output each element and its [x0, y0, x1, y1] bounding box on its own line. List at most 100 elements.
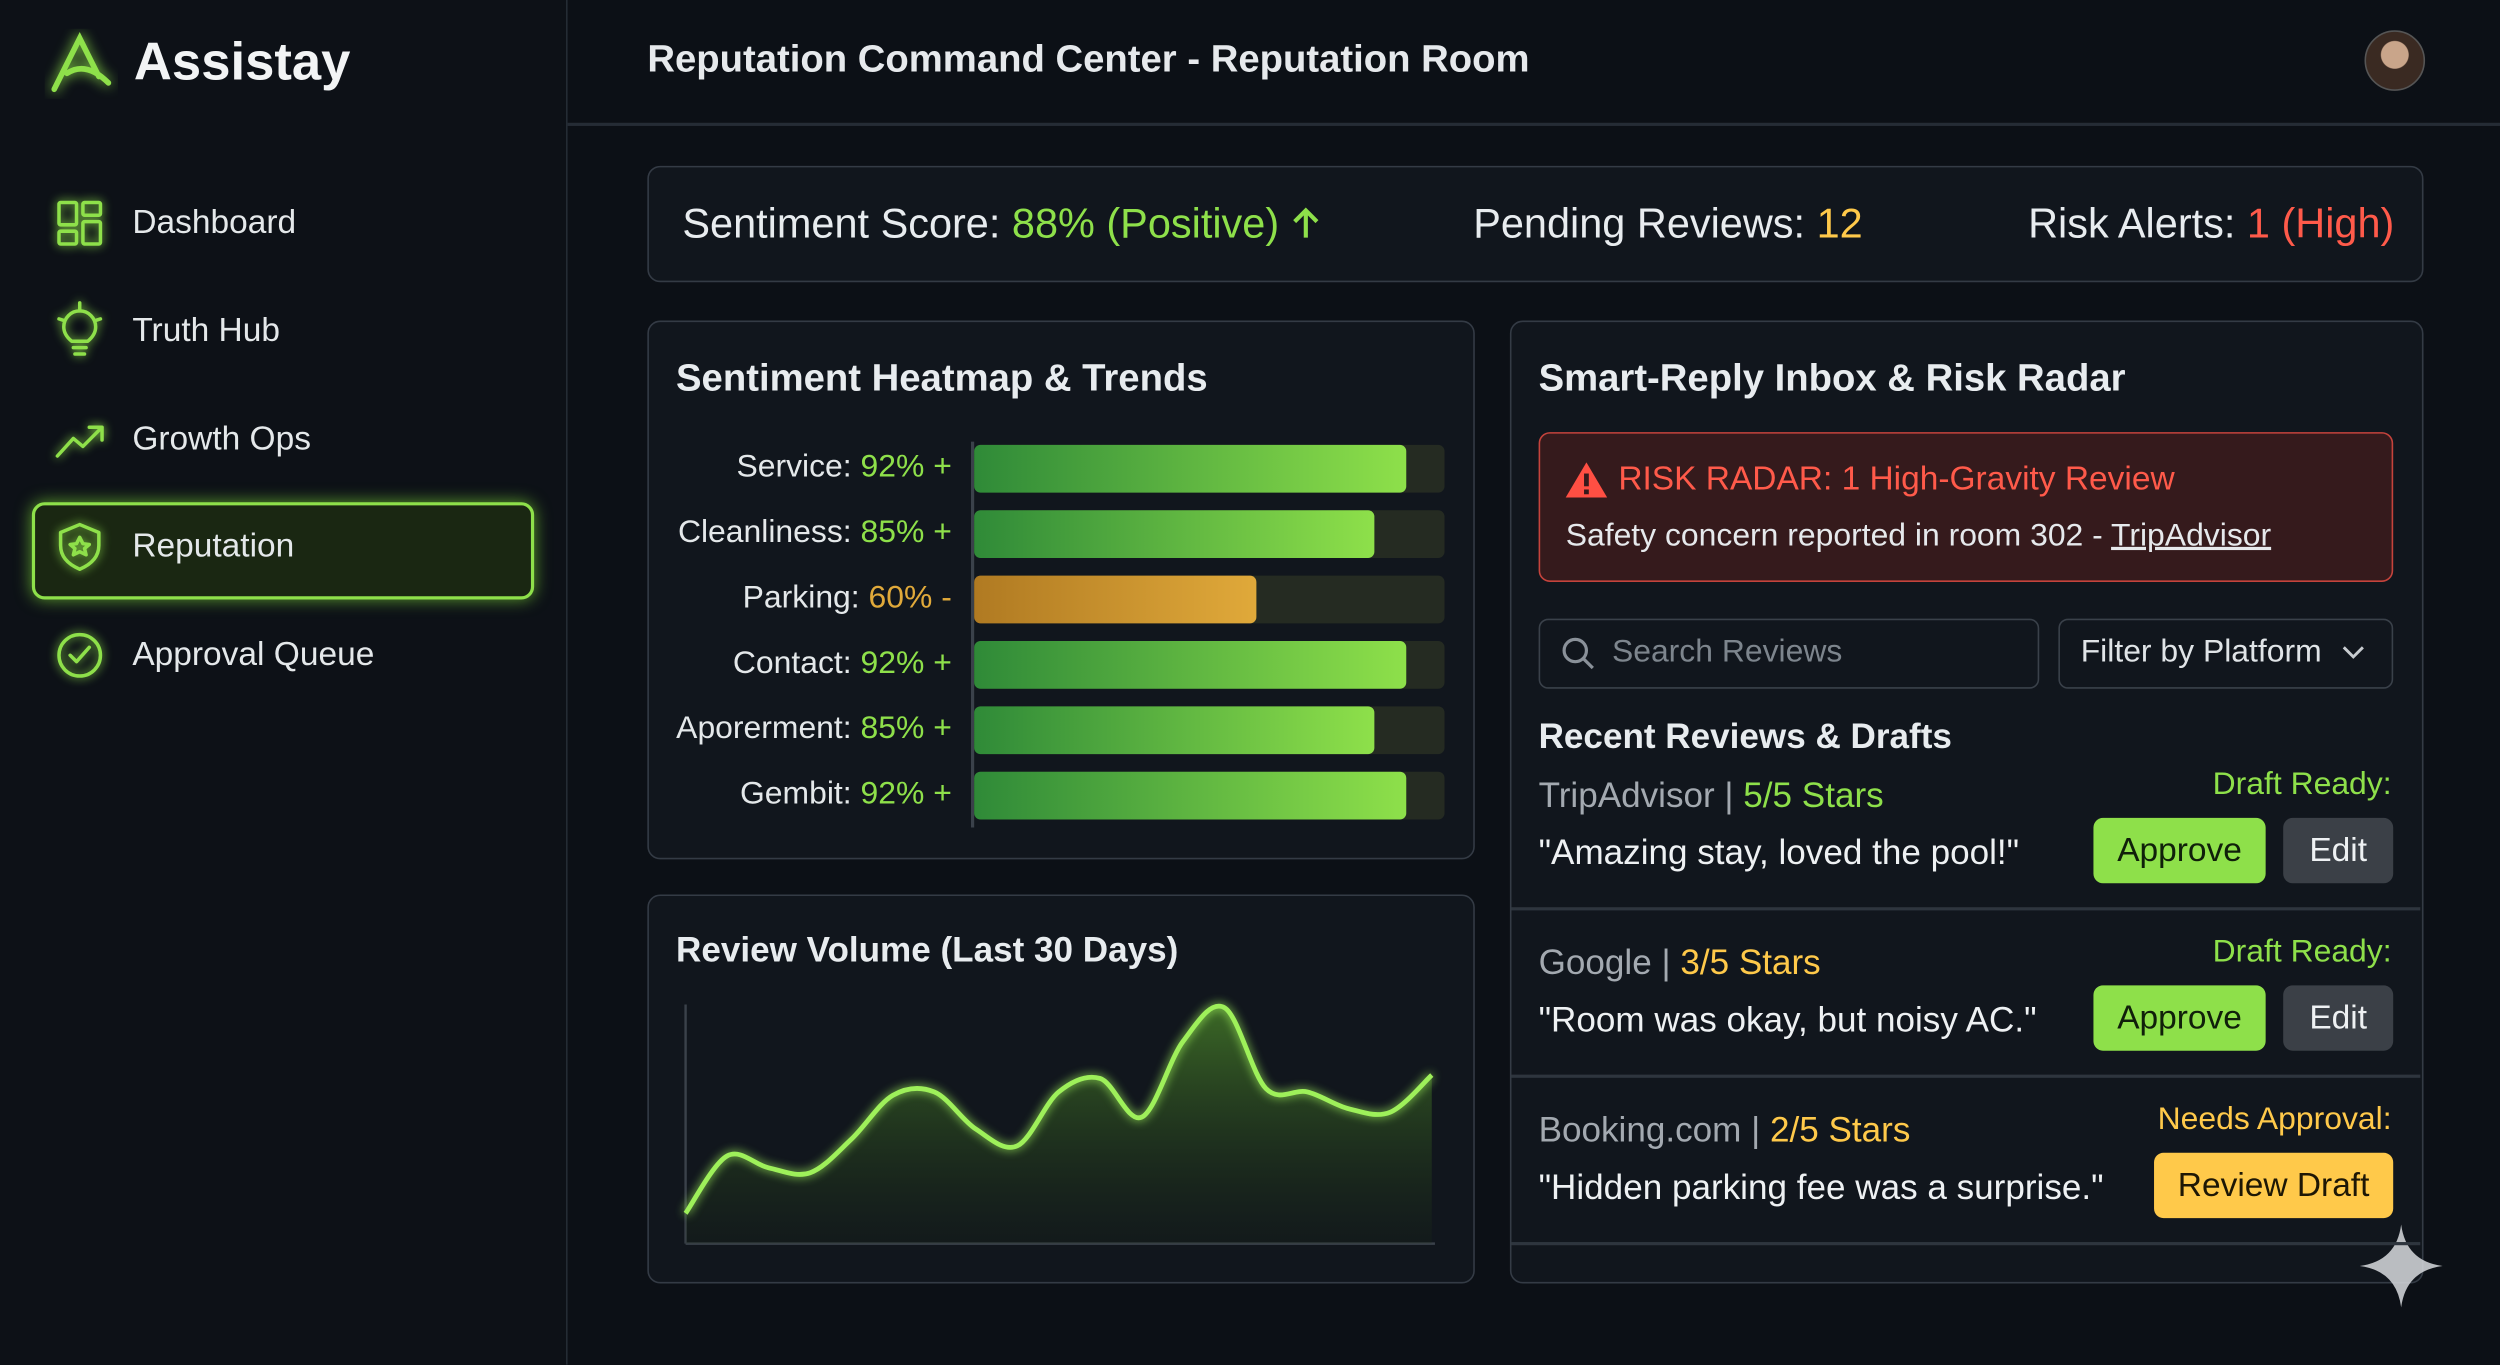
stat: Sentiment Score: 88% (Positive) [682, 199, 1320, 248]
heat-value-label: 60% [868, 580, 933, 616]
bar [974, 771, 1407, 820]
stat: Pending Reviews: 12 [1473, 199, 1862, 248]
active-nav-highlight [31, 502, 535, 600]
review-quote: "Hidden parking fee was a surprise." [1538, 1167, 2104, 1207]
nav-icon [57, 632, 103, 678]
heat-trend: + [933, 645, 952, 681]
heat-label: Parking: 60% - [743, 580, 952, 617]
inbox-title: Smart-Reply Inbox & Risk Radar [1538, 357, 2126, 401]
review-platform-line: Booking.com | 2/5 Stars [1539, 1110, 1911, 1151]
nav-item[interactable]: Truth Hub [132, 312, 280, 350]
review-quote: "Room was okay, but noisy AC." [1538, 999, 2037, 1040]
nav-icon [57, 301, 103, 356]
edit-button[interactable]: Edit [2283, 985, 2394, 1051]
stat-value: 1 (High) [2246, 199, 2395, 248]
review-draft-button[interactable]: Review Draft [2154, 1152, 2394, 1219]
filter-label: Filter by Platform [2080, 634, 2322, 670]
heat-value-label: 92% [860, 776, 925, 812]
stat-value: 12 [1816, 199, 1863, 248]
edit-button[interactable]: Edit [2283, 817, 2394, 884]
volume-line [683, 1003, 1434, 1215]
review-status: Draft Ready: [2212, 934, 2392, 970]
warning-icon [1565, 462, 1608, 498]
heat-trend: - [941, 580, 952, 616]
nav-icon [55, 425, 104, 458]
risk-message: Safety concern reported in room 302 - [1565, 518, 2112, 554]
divider: | [1651, 942, 1681, 983]
divider: | [1741, 1109, 1771, 1150]
chevron [2342, 646, 2364, 659]
trend-arrow [1292, 199, 1321, 247]
review-quote: "Amazing stay, loved the pool!" [1538, 832, 2020, 873]
header-divider [567, 122, 2500, 126]
bar [974, 444, 1407, 493]
nav-icon [58, 522, 101, 571]
search-placeholder: Search Reviews [1611, 634, 1843, 670]
review-separator [1511, 1074, 2421, 1078]
heat-value-label: 85% [860, 514, 925, 551]
heat-label: Service: 92% + [736, 450, 951, 487]
risk-box [1538, 432, 2394, 582]
heat-label: Gembit: 92% + [740, 776, 952, 813]
heat-category: Contact: [732, 645, 852, 681]
review-stars: 2/5 Stars [1770, 1109, 1911, 1150]
stat-label: Risk Alerts: [2028, 199, 2247, 248]
filter-dropdown[interactable] [2058, 618, 2394, 689]
review-platform: TripAdvisor [1538, 774, 1715, 815]
brand: Assistay [133, 31, 351, 91]
heat-label: Cleanliness: 85% + [678, 515, 952, 552]
stat-value: 88% (Positive) [1011, 199, 1280, 248]
risk-text: Safety concern reported in room 302 - Tr… [1566, 518, 2271, 555]
heat-value-label: 92% [860, 449, 925, 485]
heat-category: Aporerment: [676, 711, 852, 747]
stat-label: Pending Reviews: [1473, 199, 1817, 248]
page-title: Reputation Command Center - Reputation R… [647, 38, 1530, 82]
search-icon [1562, 637, 1594, 670]
bar [974, 575, 1257, 624]
heat-value-label: 92% [860, 645, 925, 681]
logo [51, 32, 112, 93]
heat-category: Service: [736, 449, 852, 485]
heat-label: Contact: 92% + [733, 646, 952, 683]
avatar[interactable] [2364, 30, 2426, 91]
risk-title: RISK RADAR: 1 High-Gravity Review [1618, 460, 2175, 498]
stats-bar [647, 165, 2424, 283]
search-box[interactable] [1538, 618, 2040, 689]
sparkle [2359, 1224, 2443, 1308]
nav-item[interactable]: Approval Queue [132, 636, 375, 673]
review-separator [1511, 1242, 2421, 1245]
heat-value-label: 85% [860, 711, 925, 747]
nav-icon [57, 200, 103, 246]
stat: Risk Alerts: 1 (High) [2028, 199, 2394, 248]
heat-label: Aporerment: 85% + [676, 711, 952, 748]
volume-chart [683, 1003, 1435, 1245]
review-platform-line: Google | 3/5 Stars [1539, 942, 1821, 983]
bar [974, 640, 1407, 689]
stat-label: Sentiment Score: [682, 199, 1012, 248]
review-stars: 3/5 Stars [1680, 942, 1821, 983]
bar [974, 510, 1374, 559]
review-stars: 5/5 Stars [1743, 774, 1884, 815]
review-separator [1511, 907, 2421, 910]
review-status: Draft Ready: [2212, 766, 2392, 802]
heat-category: Gembit: [740, 776, 852, 812]
approve-button[interactable]: Approve [2093, 985, 2266, 1051]
heat-category: Cleanliness: [677, 514, 852, 551]
reviews-heading: Recent Reviews & Drafts [1538, 715, 1952, 756]
volume-title: Review Volume (Last 30 Days) [676, 929, 1179, 970]
risk-link[interactable]: TripAdvisor [2111, 518, 2272, 554]
approve-button[interactable]: Approve [2093, 817, 2266, 884]
heatmap-title: Sentiment Heatmap & Trends [676, 357, 1208, 401]
nav-item[interactable]: Dashboard [132, 204, 297, 241]
volume-area [685, 1006, 1432, 1244]
heat-category: Parking: [742, 580, 860, 616]
review-platform-line: TripAdvisor | 5/5 Stars [1539, 775, 1884, 816]
review-status: Needs Approval: [2157, 1101, 2392, 1137]
nav-item[interactable]: Growth Ops [132, 420, 311, 458]
sidebar [0, 0, 568, 1365]
heat-trend: + [933, 711, 952, 747]
nav-item[interactable]: Reputation [132, 527, 295, 565]
heat-trend: + [933, 776, 952, 812]
